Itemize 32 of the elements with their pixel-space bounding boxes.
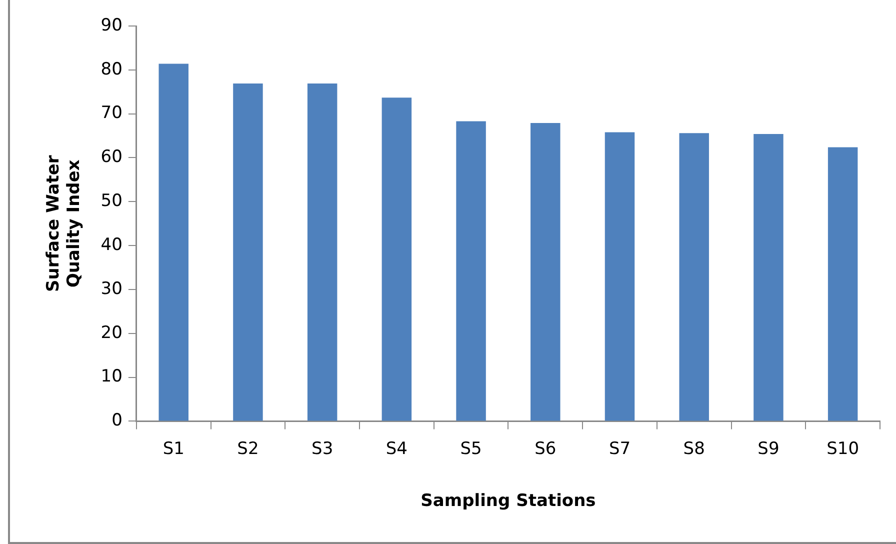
y-axis-title: Surface Water Quality Index [44,154,84,292]
y-tick-label: 0 [112,410,122,431]
x-tick-label: S4 [386,438,408,459]
bar [158,64,188,421]
x-tick-label: S9 [758,438,780,459]
x-tick-label: S7 [608,438,631,459]
y-tick-label: 10 [100,366,122,387]
bar [604,132,635,421]
bar [382,98,412,421]
bar [754,134,784,421]
x-tick-label: S10 [826,438,860,459]
bar [828,147,858,421]
bar [530,123,560,421]
bar [456,121,486,421]
x-tick-label: S3 [312,438,334,459]
y-tick-label: 70 [100,103,122,124]
y-tick-label: 20 [100,322,122,343]
bar [679,133,709,421]
y-tick-label: 90 [100,15,122,36]
x-tick-label: S1 [162,438,184,459]
y-tick-label: 40 [100,234,122,255]
y-tick-label: 80 [100,59,122,80]
x-tick-label: S5 [460,438,482,459]
x-tick-label: S2 [237,438,259,459]
x-tick-label: S6 [534,438,556,459]
y-tick-label: 60 [100,147,122,168]
y-tick-label: 50 [100,191,122,212]
x-axis-title: Sampling Stations [420,491,596,512]
bar [307,84,338,421]
bar [233,84,263,421]
x-tick-label: S8 [683,438,705,459]
y-tick-label: 30 [100,278,122,299]
